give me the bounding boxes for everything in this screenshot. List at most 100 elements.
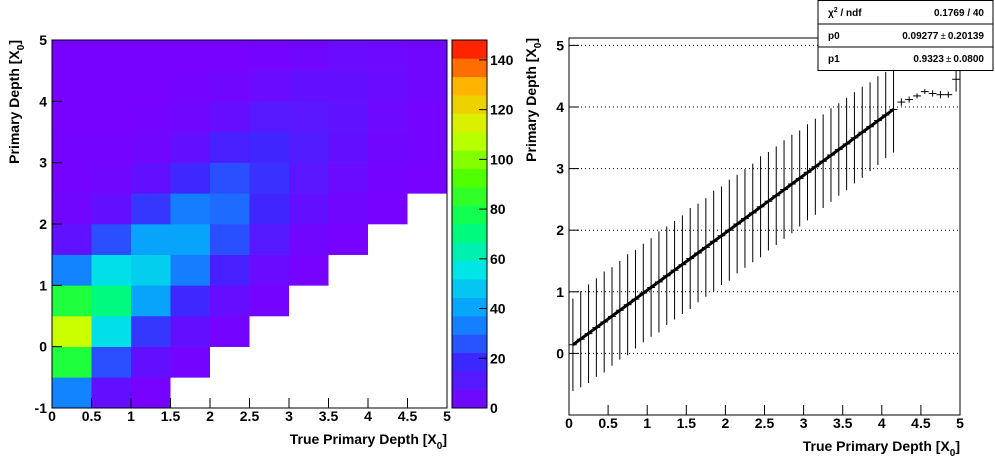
colorbar-band [452, 242, 487, 262]
heat-cell [91, 101, 132, 133]
heat-cell [328, 285, 369, 317]
heat-cell [368, 101, 408, 133]
heat-cell [210, 316, 250, 347]
heat-cell [210, 377, 250, 409]
heat-cell [170, 193, 211, 225]
heat-cell [249, 132, 290, 163]
heat-cell [91, 377, 132, 409]
heat-cell [170, 316, 211, 347]
y-tick-label: 2 [556, 222, 564, 238]
x-tick-label: 0.5 [82, 408, 102, 424]
heat-cell [289, 101, 329, 133]
heat-cell [368, 224, 408, 255]
colorbar-label: 120 [490, 102, 514, 118]
x-tick-label: 0.5 [598, 415, 618, 431]
heat-cell [131, 316, 171, 347]
x-tick-label: 4 [878, 415, 886, 431]
heat-cell [289, 316, 329, 347]
heat-cell [289, 132, 329, 163]
x-tick-label: 0 [565, 415, 573, 431]
y-tick-label: 4 [556, 99, 564, 115]
heat-cell [170, 224, 211, 255]
x-tick-label: 2.5 [240, 408, 260, 424]
label-part: ] [523, 38, 539, 43]
fit-line [572, 108, 895, 347]
colorbar-frame [451, 39, 488, 409]
heat-cell [368, 70, 408, 102]
param-value: 0.9323 [913, 54, 944, 65]
heat-cell [91, 193, 132, 225]
heat-cell [407, 40, 448, 71]
heat-cell [328, 377, 369, 409]
heat-cell [210, 70, 250, 102]
heat-cell [289, 40, 329, 71]
stats-frame [817, 0, 994, 71]
heat-cell [91, 162, 132, 194]
heat-cell [170, 377, 211, 409]
heat-cell [249, 254, 290, 286]
heat-cell [368, 40, 408, 71]
colorbar-label: 80 [490, 201, 506, 217]
y-tick-label: 4 [39, 93, 47, 109]
heat-cell [131, 132, 171, 163]
heat-cell [170, 40, 211, 71]
heat-cell [210, 346, 250, 378]
heat-cell [407, 346, 448, 378]
heat-cell [407, 70, 448, 102]
y-axis-title: Primary Depth [X0] [523, 38, 544, 162]
heat-cell [91, 224, 132, 255]
plus-minus: ± [946, 54, 952, 65]
x-tick-label: 1 [643, 415, 651, 431]
heat-cell [407, 101, 448, 133]
y-tick-label: 5 [39, 32, 47, 48]
x-tick-label: 2.5 [755, 415, 775, 431]
heat-cell [131, 346, 171, 378]
x-tick-label: 1 [127, 408, 135, 424]
param-value: 0.09277 [902, 31, 939, 42]
heat-cell [52, 162, 92, 194]
heat-cell [407, 132, 448, 163]
colorbar-band [452, 316, 487, 335]
heat-cell [131, 285, 171, 317]
x-tick-label: 1.5 [677, 415, 697, 431]
heat-cell [131, 70, 171, 102]
heat-cell [52, 316, 92, 347]
colorbar-band [452, 224, 487, 243]
heat-cell [328, 254, 369, 286]
colorbar-band [452, 113, 487, 133]
label-part: True Primary Depth [X [803, 438, 951, 454]
y-tick-label: 3 [556, 161, 564, 177]
heat-cell [249, 316, 290, 347]
stats-value: 0.09277 ±0.20139 [902, 31, 984, 42]
y-tick-label: 3 [39, 155, 47, 171]
stats-name: χ2 / ndf [828, 7, 862, 19]
heat-cell [170, 254, 211, 286]
heat-cell [328, 132, 369, 163]
colorbar-label: 100 [490, 151, 514, 167]
heat-cell [210, 132, 250, 163]
heat-cell [368, 162, 408, 194]
heat-cell [52, 193, 92, 225]
heat-cell [52, 346, 92, 378]
heat-cell [52, 40, 92, 71]
heat-cell [289, 254, 329, 286]
heat-cell [368, 346, 408, 378]
heat-cell [289, 193, 329, 225]
heat-cell [249, 70, 290, 102]
heat-cell [407, 316, 448, 347]
label-part: ] [442, 431, 447, 447]
x-tick-label: 4 [364, 408, 372, 424]
colorbar-band [452, 132, 487, 151]
x-tick-label: 5 [443, 408, 451, 424]
y-tick-label: 1 [556, 284, 564, 300]
heat-cell [210, 285, 250, 317]
y-tick-label: 0 [39, 339, 47, 355]
heat-cell [289, 162, 329, 194]
y-axis-title: Primary Depth [X0] [6, 40, 27, 164]
heat-cell [289, 346, 329, 378]
heat-cell [249, 346, 290, 378]
colorbar-band [452, 95, 487, 114]
heat-cell [210, 193, 250, 225]
heat-cell [289, 377, 329, 409]
